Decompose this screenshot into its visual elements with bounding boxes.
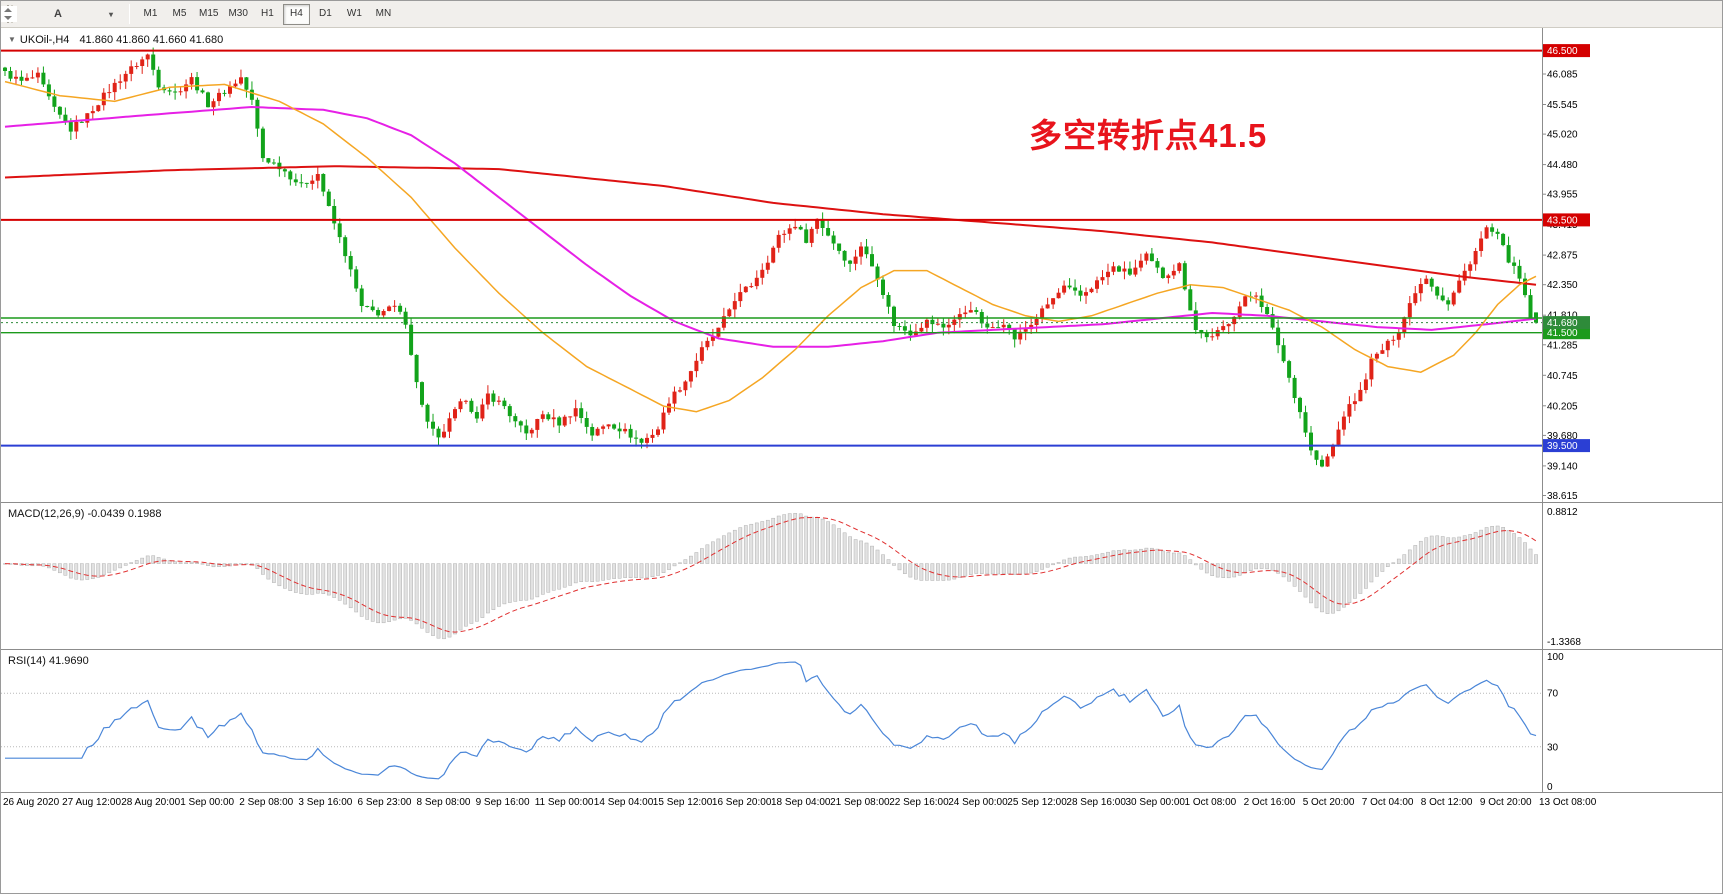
time-label: 9 Sep 16:00 <box>475 797 530 808</box>
rsi-axis-label: 70 <box>1547 689 1559 700</box>
ma-mid-line <box>4 105 1537 348</box>
svg-text:43.500: 43.500 <box>1547 215 1578 226</box>
chart-symbol: UKOil-,H4 <box>19 34 70 46</box>
rsi-label: RSI(14) 41.9690 <box>8 655 89 667</box>
price-tick-label: 40.205 <box>1547 401 1578 412</box>
time-label: 3 Sep 16:00 <box>298 797 353 808</box>
object-frame-icon[interactable] <box>1 3 96 25</box>
chart-dropdown-icon[interactable]: ▼ <box>8 35 16 44</box>
candles-layer <box>3 47 1538 468</box>
price-tick-label: 41.285 <box>1547 340 1578 351</box>
timeframe-d1-button[interactable]: D1 <box>312 4 339 25</box>
timeframe-h1-button[interactable]: H1 <box>254 4 281 25</box>
timeframe-m5-button[interactable]: M5 <box>166 4 193 25</box>
time-label: 8 Oct 12:00 <box>1420 797 1473 808</box>
price-tick-label: 46.085 <box>1547 70 1578 81</box>
time-axis[interactable]: 26 Aug 2020 27 Aug 12:00 28 Aug 20:00 1 Sep… <box>1 792 1722 812</box>
time-label: 26 Aug 2020 <box>3 797 60 808</box>
price-tick-label: 38.615 <box>1547 491 1578 502</box>
hline-price-tag <box>1543 439 1590 453</box>
time-label: 6 Sep 23:00 <box>357 797 412 808</box>
price-tick-label: 45.020 <box>1547 130 1578 141</box>
hline-price-tag <box>1543 44 1590 58</box>
cursor-a-icon[interactable]: A <box>46 3 70 25</box>
time-label: 21 Sep 08:00 <box>830 797 890 808</box>
panel-divider[interactable] <box>1 649 1722 650</box>
chart-annotation: 多空转折点41.5 <box>1029 117 1268 154</box>
time-label: 2 Sep 08:00 <box>239 797 294 808</box>
time-label: 25 Sep 12:00 <box>1007 797 1067 808</box>
chart-title: ▼ UKOil-,H4 41.860 41.860 41.660 41.680 <box>8 34 223 46</box>
rsi-axis-label: 100 <box>1547 652 1564 663</box>
time-label: 1 Sep 00:00 <box>180 797 235 808</box>
svg-text:41.680: 41.680 <box>1547 318 1578 329</box>
rsi-line <box>5 661 1537 780</box>
timeframe-m30-button[interactable]: M30 <box>224 4 251 25</box>
macd-axis-max: 0.8812 <box>1547 507 1578 518</box>
rsi-axis-label: 30 <box>1547 742 1559 753</box>
time-label: 22 Sep 16:00 <box>889 797 949 808</box>
chart-shift-icon[interactable] <box>1 3 44 25</box>
time-label: 28 Sep 16:00 <box>1066 797 1126 808</box>
current-price-tag <box>1543 316 1590 330</box>
price-tick-label: 42.350 <box>1547 280 1578 291</box>
time-label: 2 Oct 16:00 <box>1243 797 1296 808</box>
time-label: 11 Sep 00:00 <box>534 797 594 808</box>
svg-text:41.500: 41.500 <box>1547 328 1578 339</box>
rsi-axis-label: 0 <box>1547 782 1553 792</box>
svg-text:46.500: 46.500 <box>1547 46 1578 57</box>
arrows-glyph <box>1 6 15 22</box>
chart-ohlc-values: 41.860 41.860 41.660 41.680 <box>79 34 224 46</box>
time-label: 15 Sep 12:00 <box>652 797 713 808</box>
timeframe-m1-button[interactable]: M1 <box>137 4 164 25</box>
macd-histogram <box>3 513 1538 640</box>
time-label: 5 Oct 20:00 <box>1302 797 1355 808</box>
time-label: 24 Sep 00:00 <box>948 797 1008 808</box>
macd-label: MACD(12,26,9) -0.0439 0.1988 <box>8 508 162 520</box>
time-label: 7 Oct 04:00 <box>1361 797 1414 808</box>
time-label: 8 Sep 08:00 <box>416 797 471 808</box>
panel-divider[interactable] <box>1 502 1722 503</box>
price-tick-label: 45.545 <box>1547 100 1578 111</box>
price-tick-label: 39.680 <box>1547 431 1578 442</box>
price-tick-label: 43.955 <box>1547 190 1578 201</box>
time-label: 16 Sep 20:00 <box>711 797 772 808</box>
timeframe-h4-button[interactable]: H4 <box>282 3 310 25</box>
time-label: 18 Sep 04:00 <box>771 797 831 808</box>
dropdown-caret-icon: ▾ <box>108 9 113 19</box>
hline-price-tag <box>1543 213 1590 227</box>
price-tick-label: 44.480 <box>1547 160 1578 171</box>
time-label: 1 Oct 08:00 <box>1184 797 1237 808</box>
timeframe-mn-button[interactable]: MN <box>370 4 397 25</box>
ma-fast-line <box>4 80 1537 413</box>
time-label: 14 Sep 04:00 <box>593 797 654 808</box>
price-tick-label: 39.140 <box>1547 461 1578 472</box>
timeframe-m15-button[interactable]: M15 <box>195 4 222 25</box>
time-label: 27 Aug 12:00 <box>62 797 122 808</box>
macd-panel[interactable]: 0.8812 -1.3368 <box>1 503 1723 649</box>
time-label: 9 Oct 20:00 <box>1479 797 1532 808</box>
hline-price-tag <box>1543 326 1590 340</box>
timeframe-w1-button[interactable]: W1 <box>341 4 368 25</box>
main-toolbar: A ▾ M1 M5 M15 M30 H1 H4 D1 W1 MN <box>1 1 1722 28</box>
time-label: 30 Sep 00:00 <box>1125 797 1186 808</box>
toolbar-separator <box>129 4 130 24</box>
macd-axis-min: -1.3368 <box>1547 637 1581 648</box>
ma-slow-line <box>4 165 1537 286</box>
rsi-panel[interactable]: 100 70 30 0 <box>1 650 1723 792</box>
scale-arrows-icon[interactable]: ▾ <box>1 3 122 25</box>
price-tick-label: 40.745 <box>1547 371 1578 382</box>
svg-text:39.500: 39.500 <box>1547 441 1578 452</box>
time-label: 13 Oct 08:00 <box>1539 797 1597 808</box>
time-label: 28 Aug 20:00 <box>121 797 181 808</box>
macd-signal-line <box>4 516 1537 633</box>
price-tick-label: 42.875 <box>1547 251 1578 262</box>
price-chart-panel[interactable]: 46.08545.54545.02044.48043.95543.41542.8… <box>1 28 1723 502</box>
